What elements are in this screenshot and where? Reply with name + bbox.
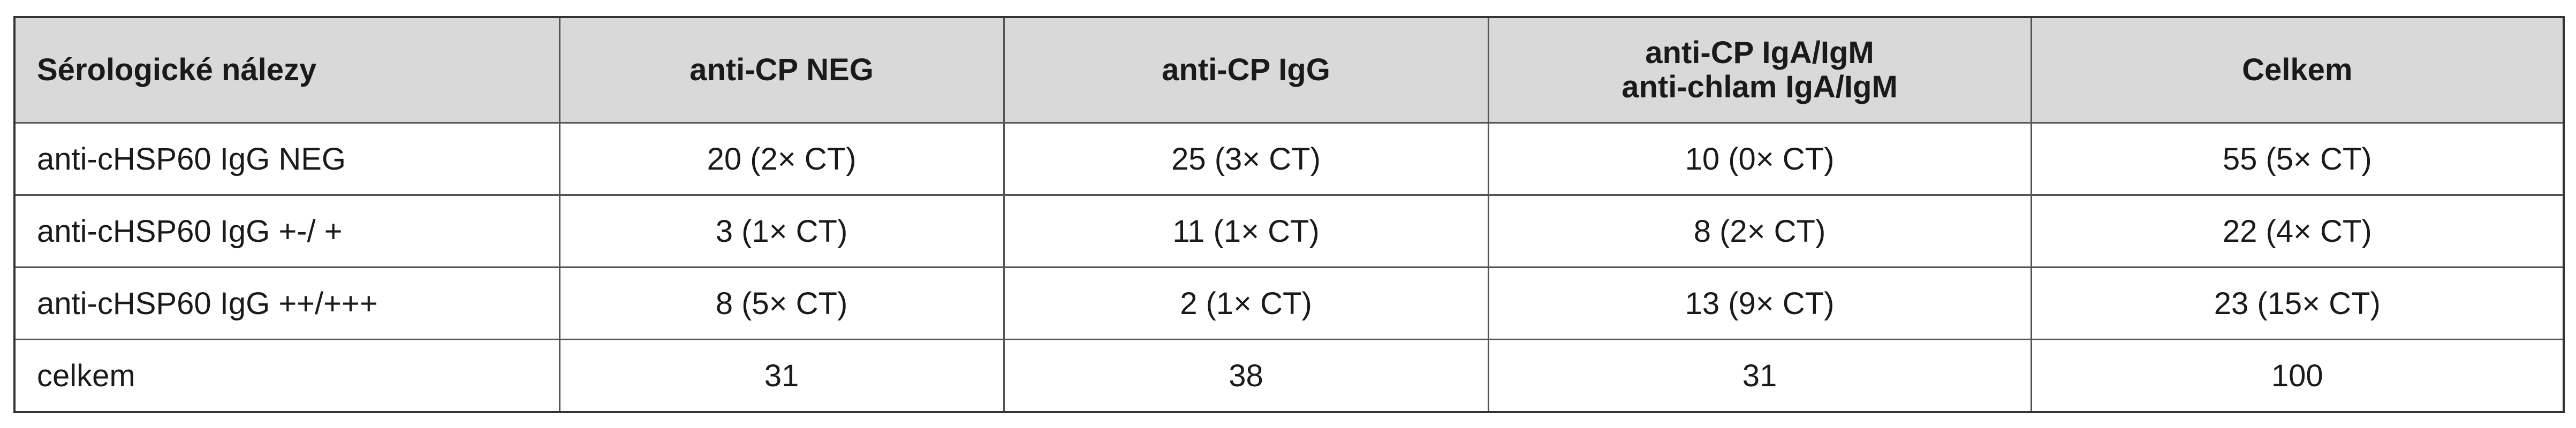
table-cell: 13 (9× CT) <box>1487 266 2032 340</box>
row-label: anti-cHSP60 IgG ++/+++ <box>13 266 560 340</box>
table-row: anti-cHSP60 IgG +-/ +3 (1× CT) 11 (1× CT)… <box>13 194 2565 268</box>
header-line: anti-chlam IgA/IgM <box>1622 70 1898 104</box>
table-header: Sérologické nálezy anti-CP NEG anti-CP I… <box>13 16 2565 124</box>
header-cell: Sérologické nálezy <box>13 16 560 124</box>
header-cell: anti-CP IgA/IgM anti-chlam IgA/IgM <box>1487 16 2032 124</box>
row-label: anti-cHSP60 IgG +-/ + <box>13 194 560 268</box>
table-cell: 100 <box>2030 339 2565 413</box>
table: Sérologické nálezy anti-CP NEG anti-CP I… <box>13 16 2565 413</box>
table-cell: 10 (0× CT) <box>1487 122 2032 196</box>
header-row: Sérologické nálezy anti-CP NEG anti-CP I… <box>13 16 2565 124</box>
table-cell: 55 (5× CT) <box>2030 122 2565 196</box>
table-cell: 38 <box>1003 339 1489 413</box>
header-cell: anti-CP IgG <box>1003 16 1489 124</box>
row-label: anti-cHSP60 IgG NEG <box>13 122 560 196</box>
table-row: anti-cHSP60 IgG ++/+++ 8 (5× CT) 2 (1× CT)… <box>13 266 2565 340</box>
header-cell: anti-CP NEG <box>558 16 1005 124</box>
row-label: celkem <box>13 339 560 413</box>
table-cell: 31 <box>558 339 1005 413</box>
table-cell: 25 (3× CT) <box>1003 122 1489 196</box>
table-cell: 8 (5× CT) <box>558 266 1005 340</box>
table-cell: 3 (1× CT) <box>558 194 1005 268</box>
table-cell: 8 (2× CT) <box>1487 194 2032 268</box>
table-cell: 20 (2× CT) <box>558 122 1005 196</box>
table-cell: 2 (1× CT) <box>1003 266 1489 340</box>
table-body: anti-cHSP60 IgG NEG 20 (2× CT) 25 (3× CT) 1… <box>13 122 2565 413</box>
table-cell: 11 (1× CT) <box>1003 194 1489 268</box>
table-row: anti-cHSP60 IgG NEG 20 (2× CT) 25 (3× CT) 1… <box>13 122 2565 196</box>
table-cell: 22 (4× CT) <box>2030 194 2565 268</box>
table-row: celkem 31 38 31 100 <box>13 339 2565 413</box>
header-line: anti-CP IgA/IgM <box>1645 35 1874 71</box>
table-cell: 31 <box>1487 339 2032 413</box>
table-cell: 23 (15× CT) <box>2030 266 2565 340</box>
header-cell: Celkem <box>2030 16 2565 124</box>
